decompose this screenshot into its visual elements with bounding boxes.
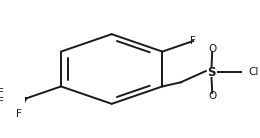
Text: F: F [190,36,196,46]
Text: Cl: Cl [248,67,259,77]
Text: O: O [208,43,216,54]
Text: O: O [208,91,216,101]
Text: F: F [0,97,4,107]
Text: F: F [0,88,4,98]
Text: S: S [207,66,216,79]
Text: F: F [16,109,22,119]
